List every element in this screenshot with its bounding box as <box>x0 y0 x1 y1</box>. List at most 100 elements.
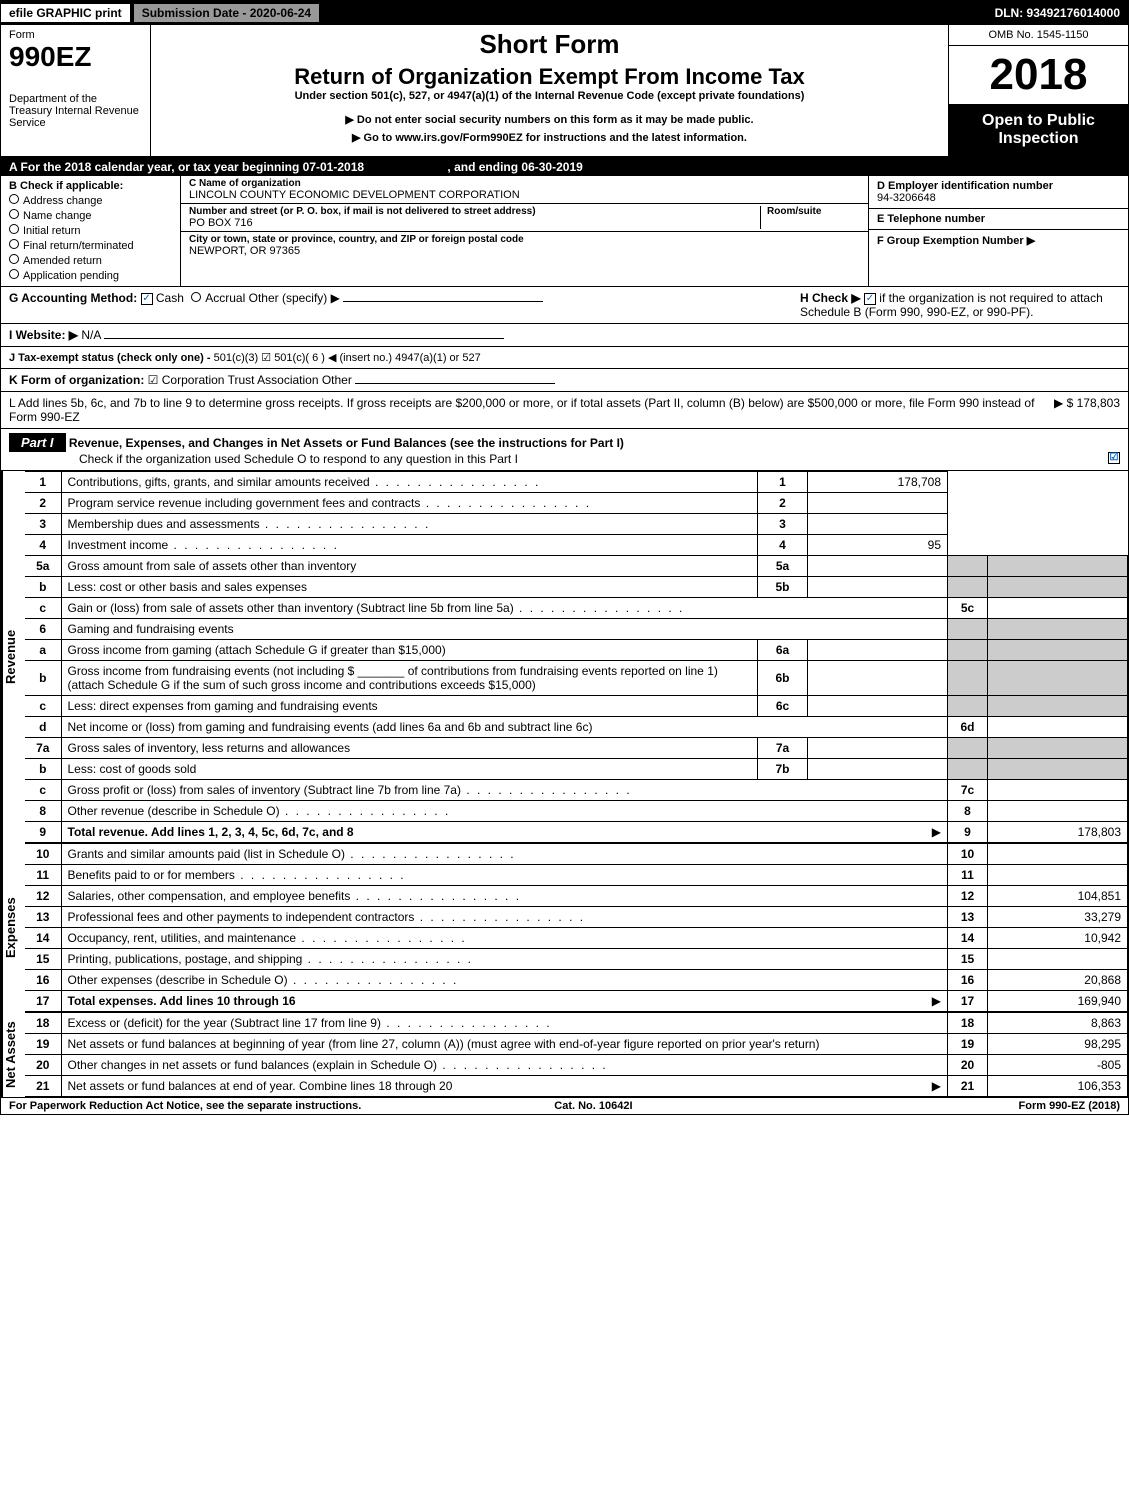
revenue-side-label: Revenue <box>1 471 25 843</box>
revenue-section: Revenue 1Contributions, gifts, grants, a… <box>1 471 1128 843</box>
line1-desc: Contributions, gifts, grants, and simila… <box>61 472 758 493</box>
org-name-label: C Name of organization <box>189 178 860 189</box>
row-gh: G Accounting Method: ✓ Cash Accrual Othe… <box>1 287 1128 324</box>
tax-year: 2018 <box>949 46 1128 104</box>
page-footer: For Paperwork Reduction Act Notice, see … <box>1 1097 1128 1114</box>
note-ssn: ▶ Do not enter social security numbers o… <box>163 112 936 130</box>
l-amount: ▶ $ 178,803 <box>1054 396 1120 424</box>
chk-final[interactable]: Final return/terminated <box>9 239 172 252</box>
line15-desc: Printing, publications, postage, and shi… <box>61 949 948 970</box>
section-b: B Check if applicable: Address change Na… <box>1 176 181 286</box>
return-title: Return of Organization Exempt From Incom… <box>163 64 936 90</box>
note-link: ▶ Go to www.irs.gov/Form990EZ for instru… <box>163 130 936 148</box>
line14-desc: Occupancy, rent, utilities, and maintena… <box>61 928 948 949</box>
part1-checkbox[interactable]: ☑ <box>1108 452 1120 464</box>
line21-amount: 106,353 <box>988 1076 1128 1097</box>
k-options: ☑ Corporation Trust Association Other <box>148 373 352 387</box>
line12-amount: 104,851 <box>988 886 1128 907</box>
expenses-side-label: Expenses <box>1 843 25 1012</box>
under-section: Under section 501(c), 527, or 4947(a)(1)… <box>163 90 936 102</box>
open-inspection: Open to Public Inspection <box>949 104 1128 156</box>
line4-amount: 95 <box>808 535 948 556</box>
line14-amount: 10,942 <box>988 928 1128 949</box>
line3-amount <box>808 514 948 535</box>
line8-amount <box>988 801 1128 822</box>
group-label: F Group Exemption Number ▶ <box>877 234 1120 247</box>
line6d-amount <box>988 717 1128 738</box>
line2-amount <box>808 493 948 514</box>
chk-initial[interactable]: Initial return <box>9 224 172 237</box>
footer-center: Cat. No. 10642I <box>554 1100 632 1112</box>
line11-amount <box>988 865 1128 886</box>
part1-subtitle: Check if the organization used Schedule … <box>79 452 518 466</box>
line5c-desc: Gain or (loss) from sale of assets other… <box>61 598 948 619</box>
header-notes: ▶ Do not enter social security numbers o… <box>163 112 936 147</box>
line5b-desc: Less: cost or other basis and sales expe… <box>61 577 758 598</box>
chk-address[interactable]: Address change <box>9 194 172 207</box>
department-label: Department of the Treasury Internal Reve… <box>9 93 142 129</box>
line20-desc: Other changes in net assets or fund bala… <box>61 1055 948 1076</box>
section-k: K Form of organization: ☑ Corporation Tr… <box>1 369 1128 392</box>
org-name-value: LINCOLN COUNTY ECONOMIC DEVELOPMENT CORP… <box>189 189 860 201</box>
line5a-desc: Gross amount from sale of assets other t… <box>61 556 758 577</box>
addr-value: PO BOX 716 <box>189 217 760 229</box>
part1-label: Part I <box>9 433 66 452</box>
line5c-amount <box>988 598 1128 619</box>
efile-label: efile GRAPHIC print <box>1 4 130 22</box>
line8-desc: Other revenue (describe in Schedule O) <box>61 801 948 822</box>
chk-pending[interactable]: Application pending <box>9 269 172 282</box>
line19-amount: 98,295 <box>988 1034 1128 1055</box>
id-block: B Check if applicable: Address change Na… <box>1 176 1128 287</box>
dln: DLN: 93492176014000 <box>987 4 1128 22</box>
footer-right: Form 990-EZ (2018) <box>1019 1100 1120 1112</box>
section-c: C Name of organization LINCOLN COUNTY EC… <box>181 176 868 286</box>
topbar: efile GRAPHIC print Submission Date - 20… <box>1 1 1128 25</box>
short-form-title: Short Form <box>163 29 936 60</box>
period-end: , and ending 06-30-2019 <box>447 160 582 174</box>
line16-desc: Other expenses (describe in Schedule O) <box>61 970 948 991</box>
netassets-table: 18Excess or (deficit) for the year (Subt… <box>25 1012 1128 1097</box>
submission-date: Submission Date - 2020-06-24 <box>134 4 319 22</box>
header-left: Form 990EZ Department of the Treasury In… <box>1 25 151 156</box>
line6d-desc: Net income or (loss) from gaming and fun… <box>61 717 948 738</box>
city-label: City or town, state or province, country… <box>189 234 860 245</box>
line2-desc: Program service revenue including govern… <box>61 493 758 514</box>
line17-desc: Total expenses. Add lines 10 through 16 … <box>61 991 948 1012</box>
chk-cash[interactable]: ✓ <box>141 293 153 305</box>
footer-left: For Paperwork Reduction Act Notice, see … <box>9 1100 361 1112</box>
city-value: NEWPORT, OR 97365 <box>189 245 860 257</box>
line17-amount: 169,940 <box>988 991 1128 1012</box>
line7c-amount <box>988 780 1128 801</box>
section-h: H Check ▶ ✓ if the organization is not r… <box>800 291 1120 319</box>
line3-desc: Membership dues and assessments <box>61 514 758 535</box>
i-label: I Website: ▶ <box>9 328 78 342</box>
line12-desc: Salaries, other compensation, and employ… <box>61 886 948 907</box>
website-value: N/A <box>81 328 100 342</box>
section-l: L Add lines 5b, 6c, and 7b to line 9 to … <box>1 392 1128 429</box>
form-label: Form <box>9 29 142 41</box>
form-number: 990EZ <box>9 41 142 73</box>
header-center: Short Form Return of Organization Exempt… <box>151 25 948 156</box>
line7a-desc: Gross sales of inventory, less returns a… <box>61 738 758 759</box>
line6c-desc: Less: direct expenses from gaming and fu… <box>61 696 758 717</box>
line1-amount: 178,708 <box>808 472 948 493</box>
ein-label: D Employer identification number <box>877 180 1120 192</box>
line15-amount <box>988 949 1128 970</box>
tax-period: A For the 2018 calendar year, or tax yea… <box>1 158 1128 176</box>
h-label: H Check ▶ <box>800 291 861 305</box>
line19-desc: Net assets or fund balances at beginning… <box>61 1034 948 1055</box>
j-options: 501(c)(3) ☑ 501(c)( 6 ) ◀ (insert no.) 4… <box>214 352 481 364</box>
line10-amount <box>988 844 1128 865</box>
line4-desc: Investment income <box>61 535 758 556</box>
chk-amended[interactable]: Amended return <box>9 254 172 267</box>
section-b-title: B Check if applicable: <box>9 180 172 192</box>
line18-desc: Excess or (deficit) for the year (Subtra… <box>61 1013 948 1034</box>
chk-schedule-b[interactable]: ✓ <box>864 293 876 305</box>
section-def: D Employer identification number 94-3206… <box>868 176 1128 286</box>
ein-value: 94-3206648 <box>877 192 1120 204</box>
chk-name[interactable]: Name change <box>9 209 172 222</box>
expenses-table: 10Grants and similar amounts paid (list … <box>25 843 1128 1012</box>
line21-desc: Net assets or fund balances at end of ye… <box>61 1076 948 1097</box>
line13-desc: Professional fees and other payments to … <box>61 907 948 928</box>
period-begin: A For the 2018 calendar year, or tax yea… <box>9 160 364 174</box>
